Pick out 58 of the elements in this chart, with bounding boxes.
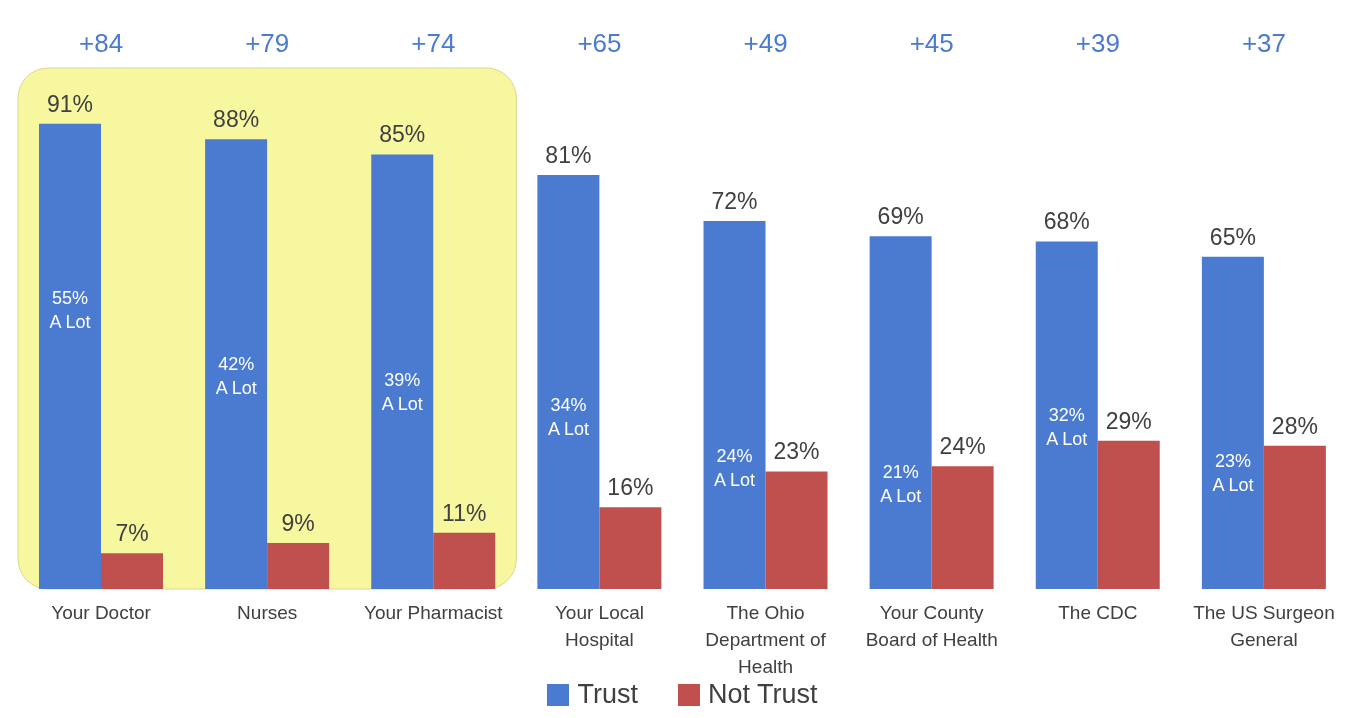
data-label: 23% [773,438,820,465]
text: +74 [411,28,456,58]
annotation: 55% A Lot [49,287,91,332]
x-tick-label: Your Local Hospital [554,602,644,650]
bar [267,542,330,589]
bar [205,139,268,589]
data-label: 16% [607,474,654,501]
x-tick-label: Your County Board of Health [865,602,998,650]
data-label: 91% [46,90,94,117]
bar [869,236,932,589]
text: +49 [743,28,788,58]
bar [39,123,101,589]
bar [371,154,434,589]
bar [1263,445,1326,589]
x-tick-label: The US Surgeon General [1193,602,1335,650]
bar [931,466,994,589]
x-tick-label: The Ohio Department of Health [705,602,827,677]
bar [599,507,662,589]
text: +45 [909,28,954,58]
text: +84 [79,28,124,58]
text: +65 [577,28,622,58]
bar [1097,440,1160,589]
bar [537,174,600,589]
data-label: 68% [1043,208,1090,235]
bar [703,220,766,589]
data-label: 24% [939,433,986,460]
bar [1201,256,1264,589]
bar [433,532,496,589]
bar [765,471,828,589]
annotation: 24% A Lot [714,446,756,491]
data-label: 69% [877,203,924,230]
legend-label: Not Trust [707,679,818,710]
data-label: 28% [1271,412,1318,439]
data-label: 65% [1209,223,1256,250]
data-label: 7% [115,520,149,547]
text: +37 [1241,28,1286,58]
text: +79 [245,28,290,58]
x-tick-label: The CDC [1058,602,1138,623]
annotation: 34% A Lot [547,395,589,440]
x-tick-label: Your Pharmacist [363,602,504,623]
bar [101,553,163,589]
data-label: 72% [711,187,758,214]
annotation: 32% A Lot [1046,405,1088,450]
data-label: 81% [545,141,592,168]
legend-label: Trust [577,679,638,710]
data-label: 9% [281,509,315,536]
x-tick-label: Your Doctor [51,602,152,623]
annotation: 21% A Lot [880,461,922,506]
annotation: 42% A Lot [215,354,257,399]
text: +39 [1075,28,1120,58]
data-label: 11% [442,499,487,526]
data-label: 29% [1105,407,1152,434]
annotation: 39% A Lot [381,369,423,414]
annotation: 23% A Lot [1212,451,1254,496]
bar [1035,241,1098,589]
x-tick-label: Nurses [237,602,298,623]
data-label: 85% [379,121,426,148]
data-label: 88% [213,106,260,133]
